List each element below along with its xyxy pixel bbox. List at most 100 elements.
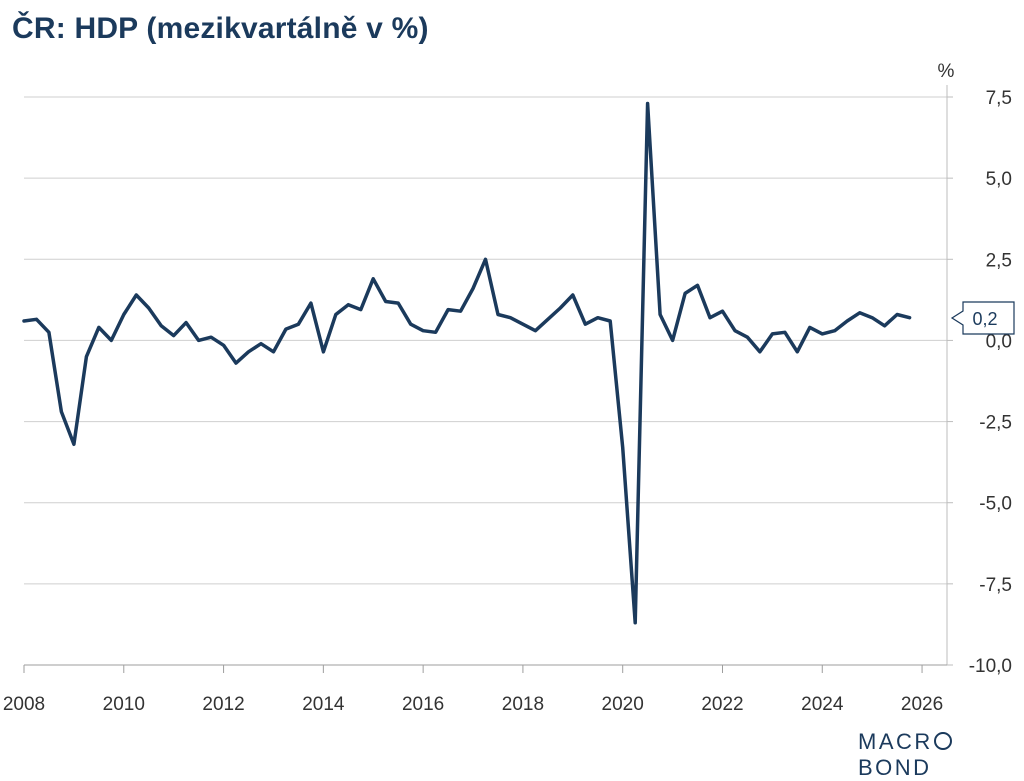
data-point (484, 258, 486, 260)
data-point (48, 331, 50, 333)
data-point (846, 320, 848, 322)
last-value-label: 0,2 (972, 309, 997, 329)
data-point (110, 339, 112, 341)
data-point (247, 351, 249, 353)
x-tick-label: 2008 (3, 694, 45, 715)
data-point (73, 443, 75, 445)
y-tick-label: 5,0 (986, 169, 1012, 190)
y-tick-label: 2,5 (986, 250, 1012, 271)
data-point (210, 336, 212, 338)
data-point (759, 351, 761, 353)
data-point (684, 292, 686, 294)
data-point (160, 325, 162, 327)
data-point (322, 351, 324, 353)
data-point (659, 313, 661, 315)
data-point (671, 339, 673, 341)
tick-labels: 7,5 5,0 2,5 0,0 -2,5 -5,0 -7,5 -10,0% 2008 2010 20… (3, 61, 1012, 715)
data-point (272, 351, 274, 353)
x-tick-label: 2016 (402, 694, 444, 715)
x-tick-label: 2010 (103, 694, 145, 715)
data-point (522, 323, 524, 325)
logo-text-before: MACR (858, 729, 933, 754)
data-point (796, 351, 798, 353)
data-point (360, 308, 362, 310)
data-point (235, 362, 237, 364)
x-tick-label: 2014 (302, 694, 345, 715)
data-point (409, 323, 411, 325)
series-group (22, 101, 912, 625)
callout-box (950, 301, 1015, 335)
data-point (559, 307, 561, 309)
x-tick-label: 2024 (801, 694, 844, 715)
data-point (310, 302, 312, 304)
macrobond-logo: MACRBOND (858, 729, 1024, 781)
axes (23, 85, 953, 673)
data-point (472, 287, 474, 289)
data-point (222, 344, 224, 346)
data-point (572, 294, 574, 296)
data-point (771, 333, 773, 335)
data-point (447, 308, 449, 310)
data-point (584, 323, 586, 325)
series-line (22, 101, 912, 625)
data-point (634, 622, 636, 624)
data-point (509, 317, 511, 319)
logo-ring-icon (933, 732, 952, 750)
data-point (372, 278, 374, 280)
data-point (148, 307, 150, 309)
data-point (497, 313, 499, 315)
data-point (385, 300, 387, 302)
data-point (609, 320, 611, 322)
y-axis-unit-label: % (938, 61, 955, 82)
data-point (98, 326, 100, 328)
data-point (746, 336, 748, 338)
data-point (123, 313, 125, 315)
data-point (23, 320, 25, 322)
data-point (709, 317, 711, 319)
x-tick-label: 2026 (901, 694, 943, 715)
data-point (197, 339, 199, 341)
y-tick-label: -10,0 (969, 656, 1012, 677)
y-tick-label: -7,5 (979, 575, 1012, 596)
data-point (622, 446, 624, 448)
last-value-callout: 0,2 (950, 301, 1015, 335)
data-point (297, 323, 299, 325)
data-point (185, 321, 187, 323)
data-point (821, 333, 823, 335)
y-tick-label: -2,5 (979, 413, 1012, 434)
grid-lines (24, 96, 947, 666)
data-point (260, 342, 262, 344)
y-tick-label: -5,0 (979, 494, 1012, 515)
data-point (35, 318, 37, 320)
data-point (734, 329, 736, 331)
data-point (858, 312, 860, 314)
x-tick-label: 2020 (602, 694, 644, 715)
data-point (422, 329, 424, 331)
data-point (397, 302, 399, 304)
data-point (784, 331, 786, 333)
data-point (347, 304, 349, 306)
data-point (60, 411, 62, 413)
data-point (834, 329, 836, 331)
data-point (335, 313, 337, 315)
data-point (547, 318, 549, 320)
data-point (534, 329, 536, 331)
data-point (646, 102, 648, 104)
data-point (908, 317, 910, 319)
data-point (597, 317, 599, 319)
data-point (809, 326, 811, 328)
chart-title: ČR: HDP (mezikvartálně v %) (12, 12, 429, 45)
data-point (459, 310, 461, 312)
data-point (135, 294, 137, 296)
data-point (172, 334, 174, 336)
data-point (871, 317, 873, 319)
data-point (285, 328, 287, 330)
logo-text-after: BOND (858, 755, 932, 780)
data-point (696, 284, 698, 286)
data-point (883, 325, 885, 327)
x-tick-label: 2012 (202, 694, 244, 715)
data-point (85, 355, 87, 357)
data-point (896, 313, 898, 315)
data-point (434, 331, 436, 333)
